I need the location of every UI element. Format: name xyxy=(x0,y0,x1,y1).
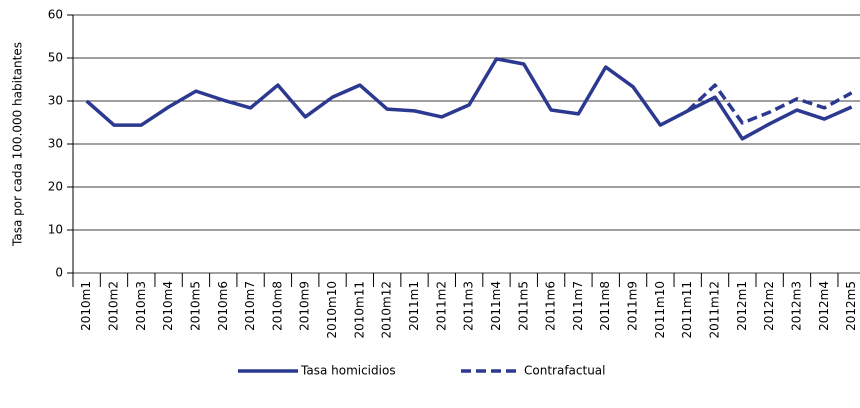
x-tick-label: 2010m2 xyxy=(106,281,120,331)
x-tick-label: 2011m7 xyxy=(571,281,585,331)
x-tick-label: 2010m11 xyxy=(352,281,366,339)
y-tick-label: 30 xyxy=(48,137,63,151)
x-tick-label: 2010m5 xyxy=(188,281,202,331)
x-tick-label: 2011m5 xyxy=(516,281,530,331)
y-tick-label: 60 xyxy=(48,8,63,22)
x-tick-label: 2012m3 xyxy=(789,281,803,331)
x-tick-label: 2011m9 xyxy=(626,281,640,331)
y-tick-label: 30 xyxy=(48,94,63,108)
x-tick-label: 2010m4 xyxy=(161,281,175,331)
line-series xyxy=(686,83,853,125)
x-tick-label: 2012m2 xyxy=(762,281,776,331)
line-series xyxy=(85,57,853,141)
x-tick-label: 2011m3 xyxy=(462,281,476,331)
x-tick-label: 2010m8 xyxy=(270,281,284,331)
x-tick-label: 2010m3 xyxy=(134,281,148,331)
x-tick-label: 2011m11 xyxy=(680,281,694,339)
x-tick-label: 2010m7 xyxy=(243,281,257,331)
x-tick-label: 2011m10 xyxy=(653,281,667,339)
x-tick-label: 2010m9 xyxy=(298,281,312,331)
y-tick-label: 0 xyxy=(55,266,63,280)
y-tick-label: 10 xyxy=(48,223,63,237)
x-tick-label: 2010m12 xyxy=(380,281,394,339)
x-tick-label: 2010m1 xyxy=(79,281,93,331)
x-tick-label: 2011m6 xyxy=(544,281,558,331)
x-tick-label: 2012m5 xyxy=(844,281,858,331)
y-tick-label: 20 xyxy=(48,180,63,194)
x-tick-label: 2010m10 xyxy=(325,281,339,339)
x-tick-label: 2011m1 xyxy=(407,281,421,331)
x-tick-label: 2011m12 xyxy=(708,281,722,339)
x-tick-label: 2011m8 xyxy=(598,281,612,331)
x-tick-label: 2011m2 xyxy=(434,281,448,331)
x-tick-label: 2012m4 xyxy=(817,281,831,331)
x-tick-label: 2011m4 xyxy=(489,281,503,331)
legend-label: Tasa homicidios xyxy=(300,364,396,378)
y-axis-label: Tasa por cada 100.000 habitantes xyxy=(11,42,25,247)
y-tick-label: 50 xyxy=(48,51,63,65)
x-tick-label: 2012m1 xyxy=(735,281,749,331)
x-tick-label: 2010m6 xyxy=(216,281,230,331)
legend-label: Contrafactual xyxy=(524,364,606,378)
